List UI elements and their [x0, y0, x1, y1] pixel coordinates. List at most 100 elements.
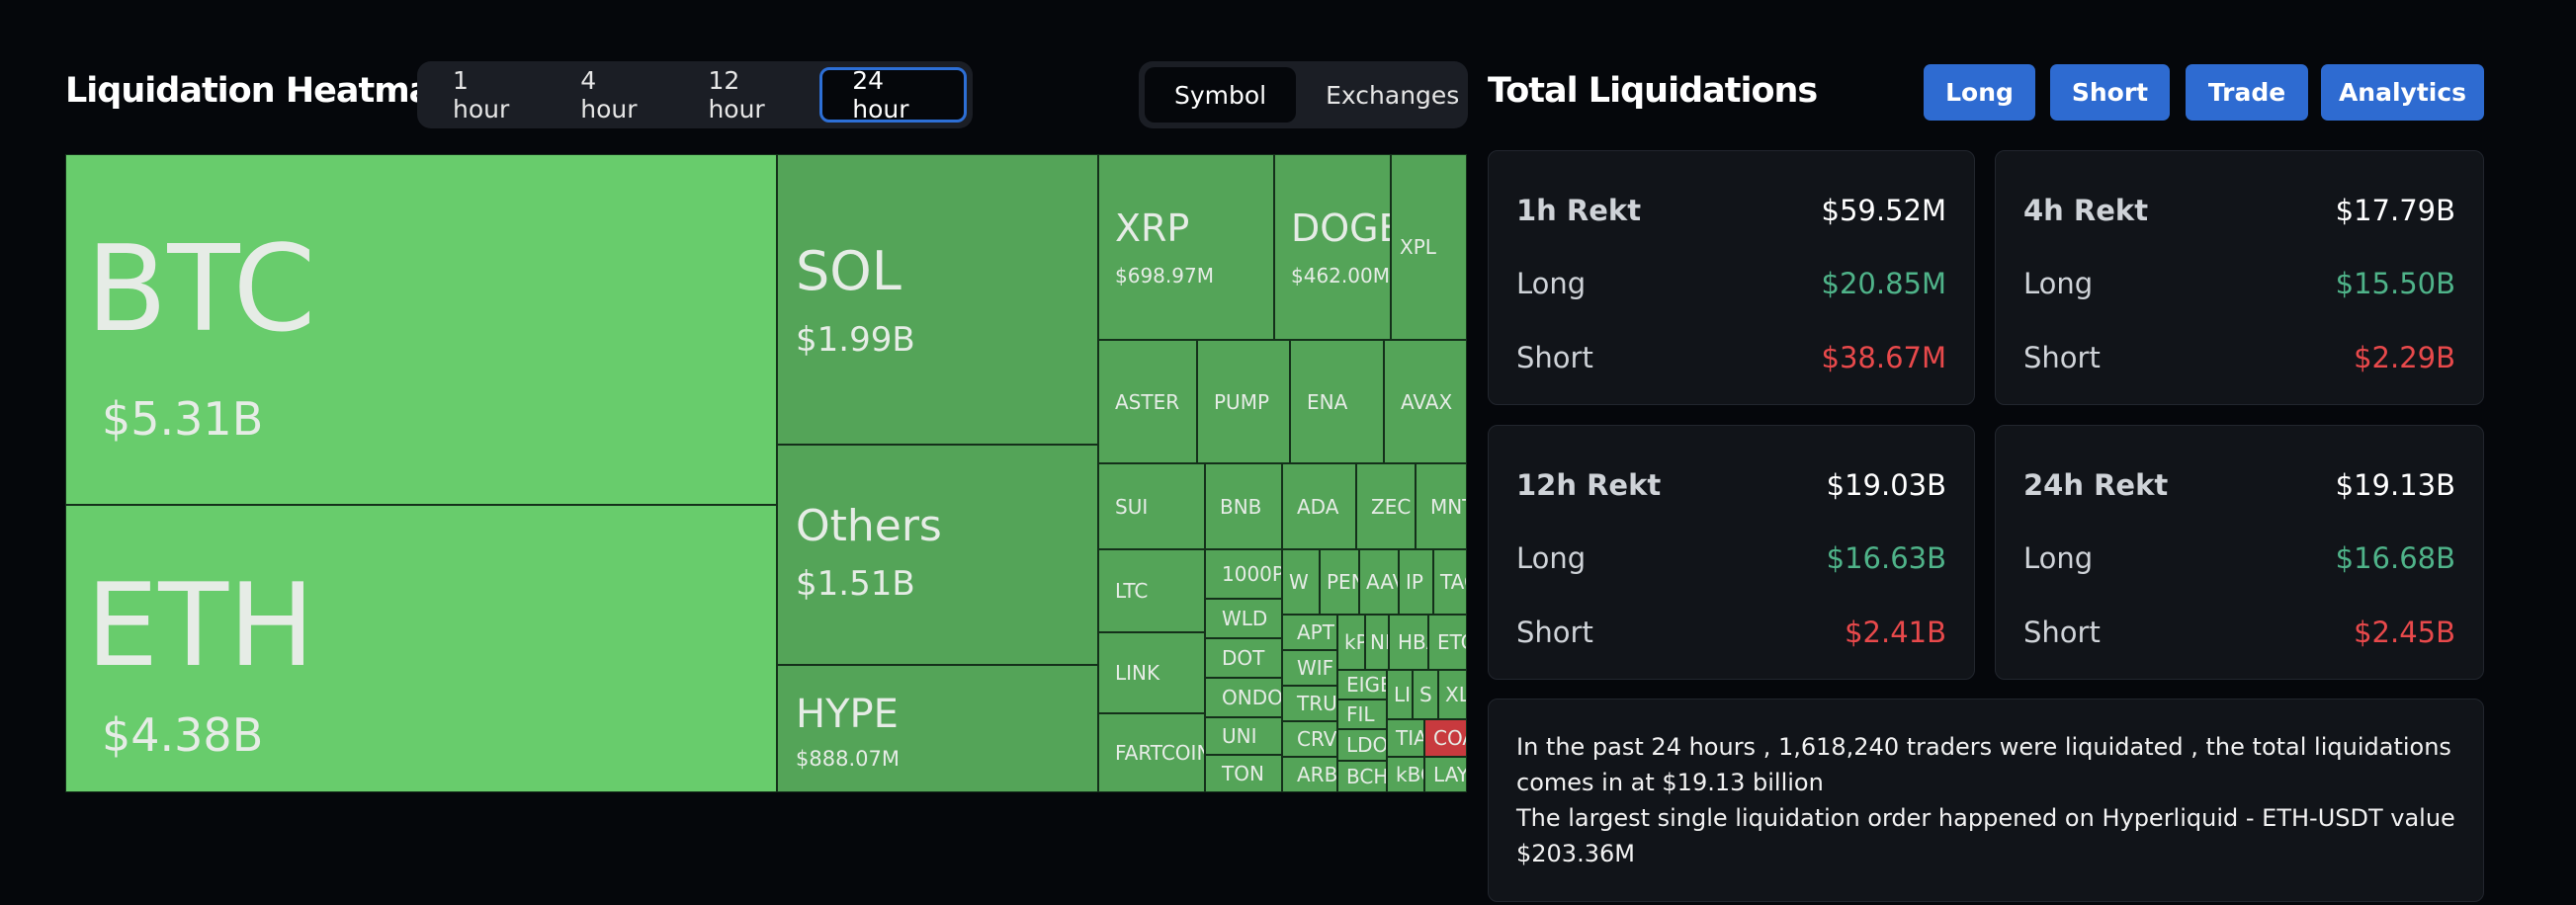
card-total: $59.52M	[1821, 194, 1947, 227]
trade-button[interactable]: Trade	[2186, 64, 2308, 121]
treemap-cell-link[interactable]: LINK	[1098, 632, 1205, 713]
treemap-cell-aave[interactable]: AAVE	[1359, 549, 1399, 615]
cell-symbol: ENA	[1307, 389, 1348, 414]
treemap-cell-bch[interactable]: BCH	[1337, 761, 1387, 792]
cell-symbol: W	[1289, 570, 1309, 594]
time-option-1h[interactable]: 1 hour	[453, 66, 510, 123]
stat-card-24h: 24h Rekt $19.13B Long $16.68B Short $2.45B	[1995, 425, 2484, 680]
cell-symbol: NEAR	[1370, 630, 1388, 654]
treemap-cell-tia[interactable]: TIA	[1387, 719, 1424, 757]
treemap-cell-near[interactable]: NEAR	[1365, 615, 1389, 670]
treemap-cell-xrp[interactable]: XRP $698.97M	[1098, 154, 1274, 340]
cell-value: $698.97M	[1115, 264, 1214, 288]
short-value: $2.45B	[2354, 616, 2455, 649]
cell-symbol: APT	[1297, 620, 1334, 644]
short-label: Short	[1516, 616, 1593, 649]
treemap-cell-avax[interactable]: AVAX	[1384, 340, 1467, 463]
treemap-cell-fil[interactable]: FIL	[1337, 699, 1387, 729]
card-label: 1h Rekt	[1516, 194, 1642, 227]
treemap-cell-ldo[interactable]: LDO	[1337, 729, 1387, 761]
treemap-cell-xlm[interactable]: XLM	[1438, 670, 1467, 719]
treemap-cell-pump[interactable]: PUMP	[1197, 340, 1290, 463]
time-option-24h[interactable]: 24 hour	[819, 66, 967, 123]
cell-symbol: COAI	[1433, 726, 1466, 750]
cell-symbol: ETH	[86, 559, 315, 693]
treemap-cell-mnt[interactable]: MNT	[1416, 463, 1467, 549]
treemap-cell-hbar[interactable]: HBAR	[1389, 615, 1428, 670]
card-total: $19.03B	[1826, 468, 1946, 502]
treemap-cell-trump[interactable]: TRUMP	[1282, 686, 1337, 721]
treemap-cell-apt[interactable]: APT	[1282, 615, 1337, 650]
treemap-cell-s[interactable]: S	[1413, 670, 1438, 719]
treemap-cell-aster[interactable]: ASTER	[1098, 340, 1197, 463]
time-option-12h[interactable]: 12 hour	[708, 66, 765, 123]
treemap-cell-kpepe[interactable]: kPEPE	[1337, 615, 1365, 670]
treemap-cell-ltc[interactable]: LTC	[1098, 549, 1205, 632]
treemap-cell-fartcoin[interactable]: FARTCOIN	[1098, 713, 1205, 792]
cell-symbol: WLD	[1222, 607, 1268, 630]
treemap-cell-wif[interactable]: WIF	[1282, 650, 1337, 686]
cell-symbol: ARB	[1297, 763, 1337, 786]
treemap-cell-coai[interactable]: COAI	[1424, 719, 1467, 757]
cell-symbol: TON	[1222, 762, 1264, 785]
treemap-cell-btc[interactable]: BTC $5.31B	[65, 154, 777, 505]
cell-symbol: ONDO	[1222, 686, 1282, 709]
cell-symbol: BTC	[86, 221, 316, 359]
treemap-cell-layer[interactable]: LAYER	[1424, 757, 1467, 792]
short-button[interactable]: Short	[2050, 64, 2170, 121]
summary-line-traders: In the past 24 hours , 1,618,240 traders…	[1516, 733, 2451, 796]
short-label: Short	[2023, 341, 2101, 374]
cell-symbol: LINK	[1115, 661, 1160, 685]
treemap-cell-ip[interactable]: IP	[1399, 549, 1433, 615]
treemap-cell-kbonk[interactable]: kBONK	[1387, 757, 1424, 792]
treemap-cell-bnb[interactable]: BNB	[1205, 463, 1282, 549]
treemap-cell-etc[interactable]: ETC	[1428, 615, 1467, 670]
analytics-button[interactable]: Analytics	[2321, 64, 2484, 121]
treemap-cell-ondo[interactable]: ONDO	[1205, 678, 1282, 717]
view-option-exchanges[interactable]: Exchanges	[1326, 80, 1460, 110]
cell-symbol: HBAR	[1398, 630, 1427, 654]
treemap-cell-ada[interactable]: ADA	[1282, 463, 1356, 549]
treemap-cell-xpl[interactable]: XPL	[1391, 154, 1467, 340]
treemap-cell-sui[interactable]: SUI	[1098, 463, 1205, 549]
view-option-symbol[interactable]: Symbol	[1145, 67, 1297, 123]
treemap-cell-1000pepe[interactable]: 1000PEPE	[1205, 549, 1282, 599]
treemap-cell-others[interactable]: Others $1.51B	[777, 445, 1098, 665]
treemap-cell-wld[interactable]: WLD	[1205, 599, 1282, 638]
treemap-cell-w[interactable]: W	[1282, 549, 1320, 615]
cell-symbol: WIF	[1297, 656, 1334, 680]
short-value: $38.67M	[1821, 341, 1947, 374]
cell-symbol: SOL	[796, 240, 902, 302]
cell-symbol: kPEPE	[1344, 630, 1364, 654]
treemap-cell-arb[interactable]: ARB	[1282, 757, 1337, 792]
cell-symbol: 1000PEPE	[1222, 562, 1281, 586]
short-value: $2.41B	[1845, 616, 1946, 649]
cell-symbol: EIGEN	[1346, 673, 1386, 697]
treemap-cell-dot[interactable]: DOT	[1205, 638, 1282, 678]
treemap-cell-doge[interactable]: DOGE $462.00M	[1274, 154, 1391, 340]
treemap-cell-eth[interactable]: ETH $4.38B	[65, 505, 777, 792]
treemap-cell-tao[interactable]: TAO	[1433, 549, 1467, 615]
cell-symbol: ADA	[1297, 494, 1339, 519]
total-liquidations-title: Total Liquidations	[1488, 71, 1818, 111]
treemap-cell-crv[interactable]: CRV	[1282, 721, 1337, 757]
cell-symbol: XRP	[1115, 206, 1190, 250]
treemap-cell-zec[interactable]: ZEC	[1356, 463, 1416, 549]
cell-symbol: ZEC	[1371, 494, 1412, 519]
treemap-cell-ton[interactable]: TON	[1205, 755, 1282, 792]
long-value: $20.85M	[1821, 267, 1947, 300]
treemap-cell-ena[interactable]: ENA	[1290, 340, 1384, 463]
long-button[interactable]: Long	[1924, 64, 2035, 121]
cell-symbol: MNT	[1430, 494, 1466, 519]
treemap-cell-pengu[interactable]: PENGU	[1320, 549, 1359, 615]
treemap-cell-eigen[interactable]: EIGEN	[1337, 670, 1387, 699]
cell-value: $1.99B	[796, 320, 915, 360]
time-option-4h[interactable]: 4 hour	[580, 66, 638, 123]
cell-symbol: IP	[1406, 570, 1423, 594]
treemap-cell-sol[interactable]: SOL $1.99B	[777, 154, 1098, 445]
cell-symbol: FARTCOIN	[1115, 741, 1205, 765]
treemap-cell-uni[interactable]: UNI	[1205, 717, 1282, 755]
treemap-cell-linea[interactable]: LINEA	[1387, 670, 1413, 719]
treemap-cell-hype[interactable]: HYPE $888.07M	[777, 665, 1098, 792]
stat-card-12h: 12h Rekt $19.03B Long $16.63B Short $2.41B	[1488, 425, 1975, 680]
